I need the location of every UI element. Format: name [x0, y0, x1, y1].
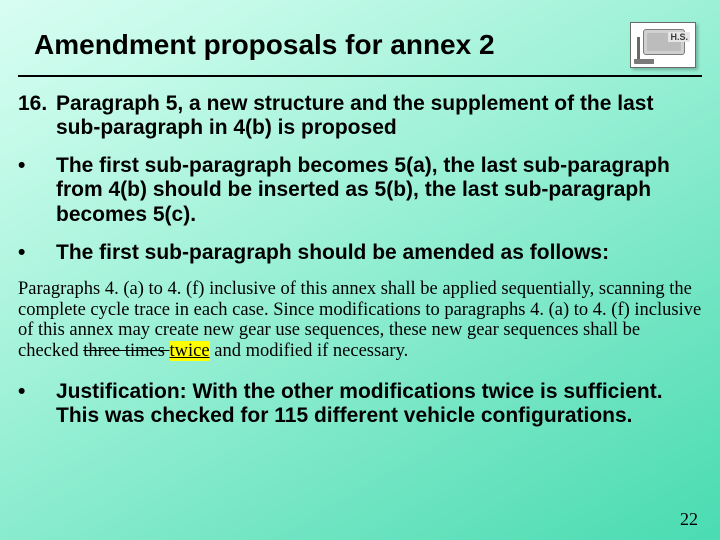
item-text: Paragraph 5, a new structure and the sup…: [56, 92, 702, 140]
highlighted-text: twice: [170, 341, 210, 361]
bullet-item: • Justification: With the other modifica…: [18, 380, 702, 428]
desk-lamp-icon: [637, 37, 640, 61]
logo: H.S.: [630, 22, 696, 68]
bullet-text: The first sub-paragraph becomes 5(a), th…: [56, 154, 702, 226]
amended-paragraph: Paragraphs 4. (a) to 4. (f) inclusive of…: [18, 279, 702, 362]
para-tail: and modified if necessary.: [210, 341, 409, 361]
logo-label: H.S.: [668, 32, 690, 42]
struck-text: three times: [83, 341, 169, 361]
bullet-item: • The first sub-paragraph should be amen…: [18, 241, 702, 265]
page-number: 22: [680, 509, 698, 530]
bullet-marker: •: [18, 380, 56, 428]
bullet-marker: •: [18, 241, 56, 265]
item-number: 16.: [18, 92, 56, 140]
title-underline: [18, 75, 702, 77]
bullet-item: • The first sub-paragraph becomes 5(a), …: [18, 154, 702, 226]
content: 16. Paragraph 5, a new structure and the…: [18, 92, 702, 522]
bullet-marker: •: [18, 154, 56, 226]
page-title: Amendment proposals for annex 2: [34, 29, 495, 61]
numbered-item: 16. Paragraph 5, a new structure and the…: [18, 92, 702, 140]
bullet-text: The first sub-paragraph should be amende…: [56, 241, 702, 265]
title-row: Amendment proposals for annex 2 H.S.: [34, 22, 700, 68]
justification-text: Justification: With the other modificati…: [56, 380, 702, 428]
